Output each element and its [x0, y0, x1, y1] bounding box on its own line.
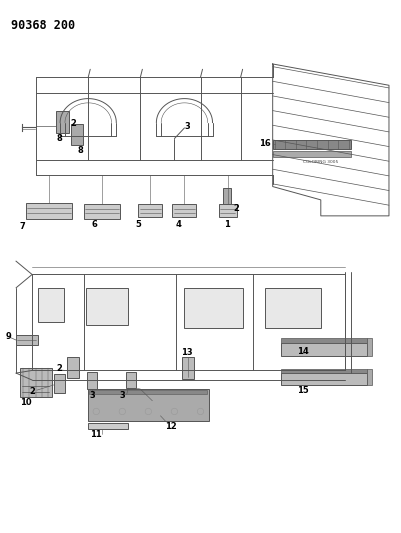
- Text: 10: 10: [20, 398, 32, 407]
- Text: 2: 2: [29, 387, 35, 396]
- Text: 16: 16: [259, 140, 271, 148]
- Bar: [367, 338, 372, 356]
- Text: 1: 1: [224, 221, 229, 229]
- Bar: [126, 372, 136, 388]
- Text: 11: 11: [90, 430, 102, 439]
- Text: 5: 5: [136, 221, 141, 229]
- Bar: [138, 204, 162, 217]
- Text: 13: 13: [181, 349, 192, 357]
- Text: 4: 4: [176, 221, 181, 229]
- Text: 3: 3: [89, 391, 95, 400]
- Bar: [184, 288, 243, 328]
- Bar: [273, 140, 351, 149]
- Text: 15: 15: [297, 386, 309, 394]
- Bar: [84, 204, 120, 219]
- Bar: [26, 203, 72, 219]
- Text: 8: 8: [77, 146, 83, 155]
- Text: COLORING 3005: COLORING 3005: [303, 160, 338, 164]
- Bar: [281, 343, 367, 356]
- Text: 2: 2: [57, 365, 62, 373]
- Bar: [86, 288, 128, 325]
- Bar: [273, 151, 351, 157]
- Bar: [89, 390, 207, 394]
- Bar: [56, 111, 69, 133]
- Bar: [71, 124, 83, 145]
- Bar: [88, 389, 209, 421]
- Text: 8: 8: [57, 134, 62, 143]
- Bar: [281, 338, 367, 343]
- Bar: [38, 288, 64, 322]
- Bar: [281, 373, 367, 385]
- Text: 9: 9: [5, 333, 11, 341]
- Bar: [16, 335, 38, 345]
- Bar: [67, 357, 79, 378]
- Bar: [172, 204, 196, 217]
- Text: 7: 7: [19, 222, 25, 231]
- Bar: [20, 368, 52, 397]
- Bar: [87, 372, 97, 389]
- Text: 14: 14: [297, 348, 309, 356]
- Bar: [281, 369, 367, 373]
- Bar: [54, 374, 65, 393]
- Text: 2: 2: [70, 119, 76, 128]
- Text: 12: 12: [164, 422, 176, 431]
- Text: 90368 200: 90368 200: [11, 19, 75, 31]
- Bar: [223, 188, 231, 204]
- Bar: [219, 204, 237, 217]
- Text: 3: 3: [119, 391, 125, 400]
- Bar: [182, 357, 194, 379]
- Text: 3: 3: [185, 123, 190, 131]
- Bar: [367, 369, 372, 385]
- Bar: [265, 288, 321, 328]
- Text: 6: 6: [91, 221, 97, 229]
- Text: 2: 2: [234, 205, 239, 213]
- Bar: [88, 423, 128, 429]
